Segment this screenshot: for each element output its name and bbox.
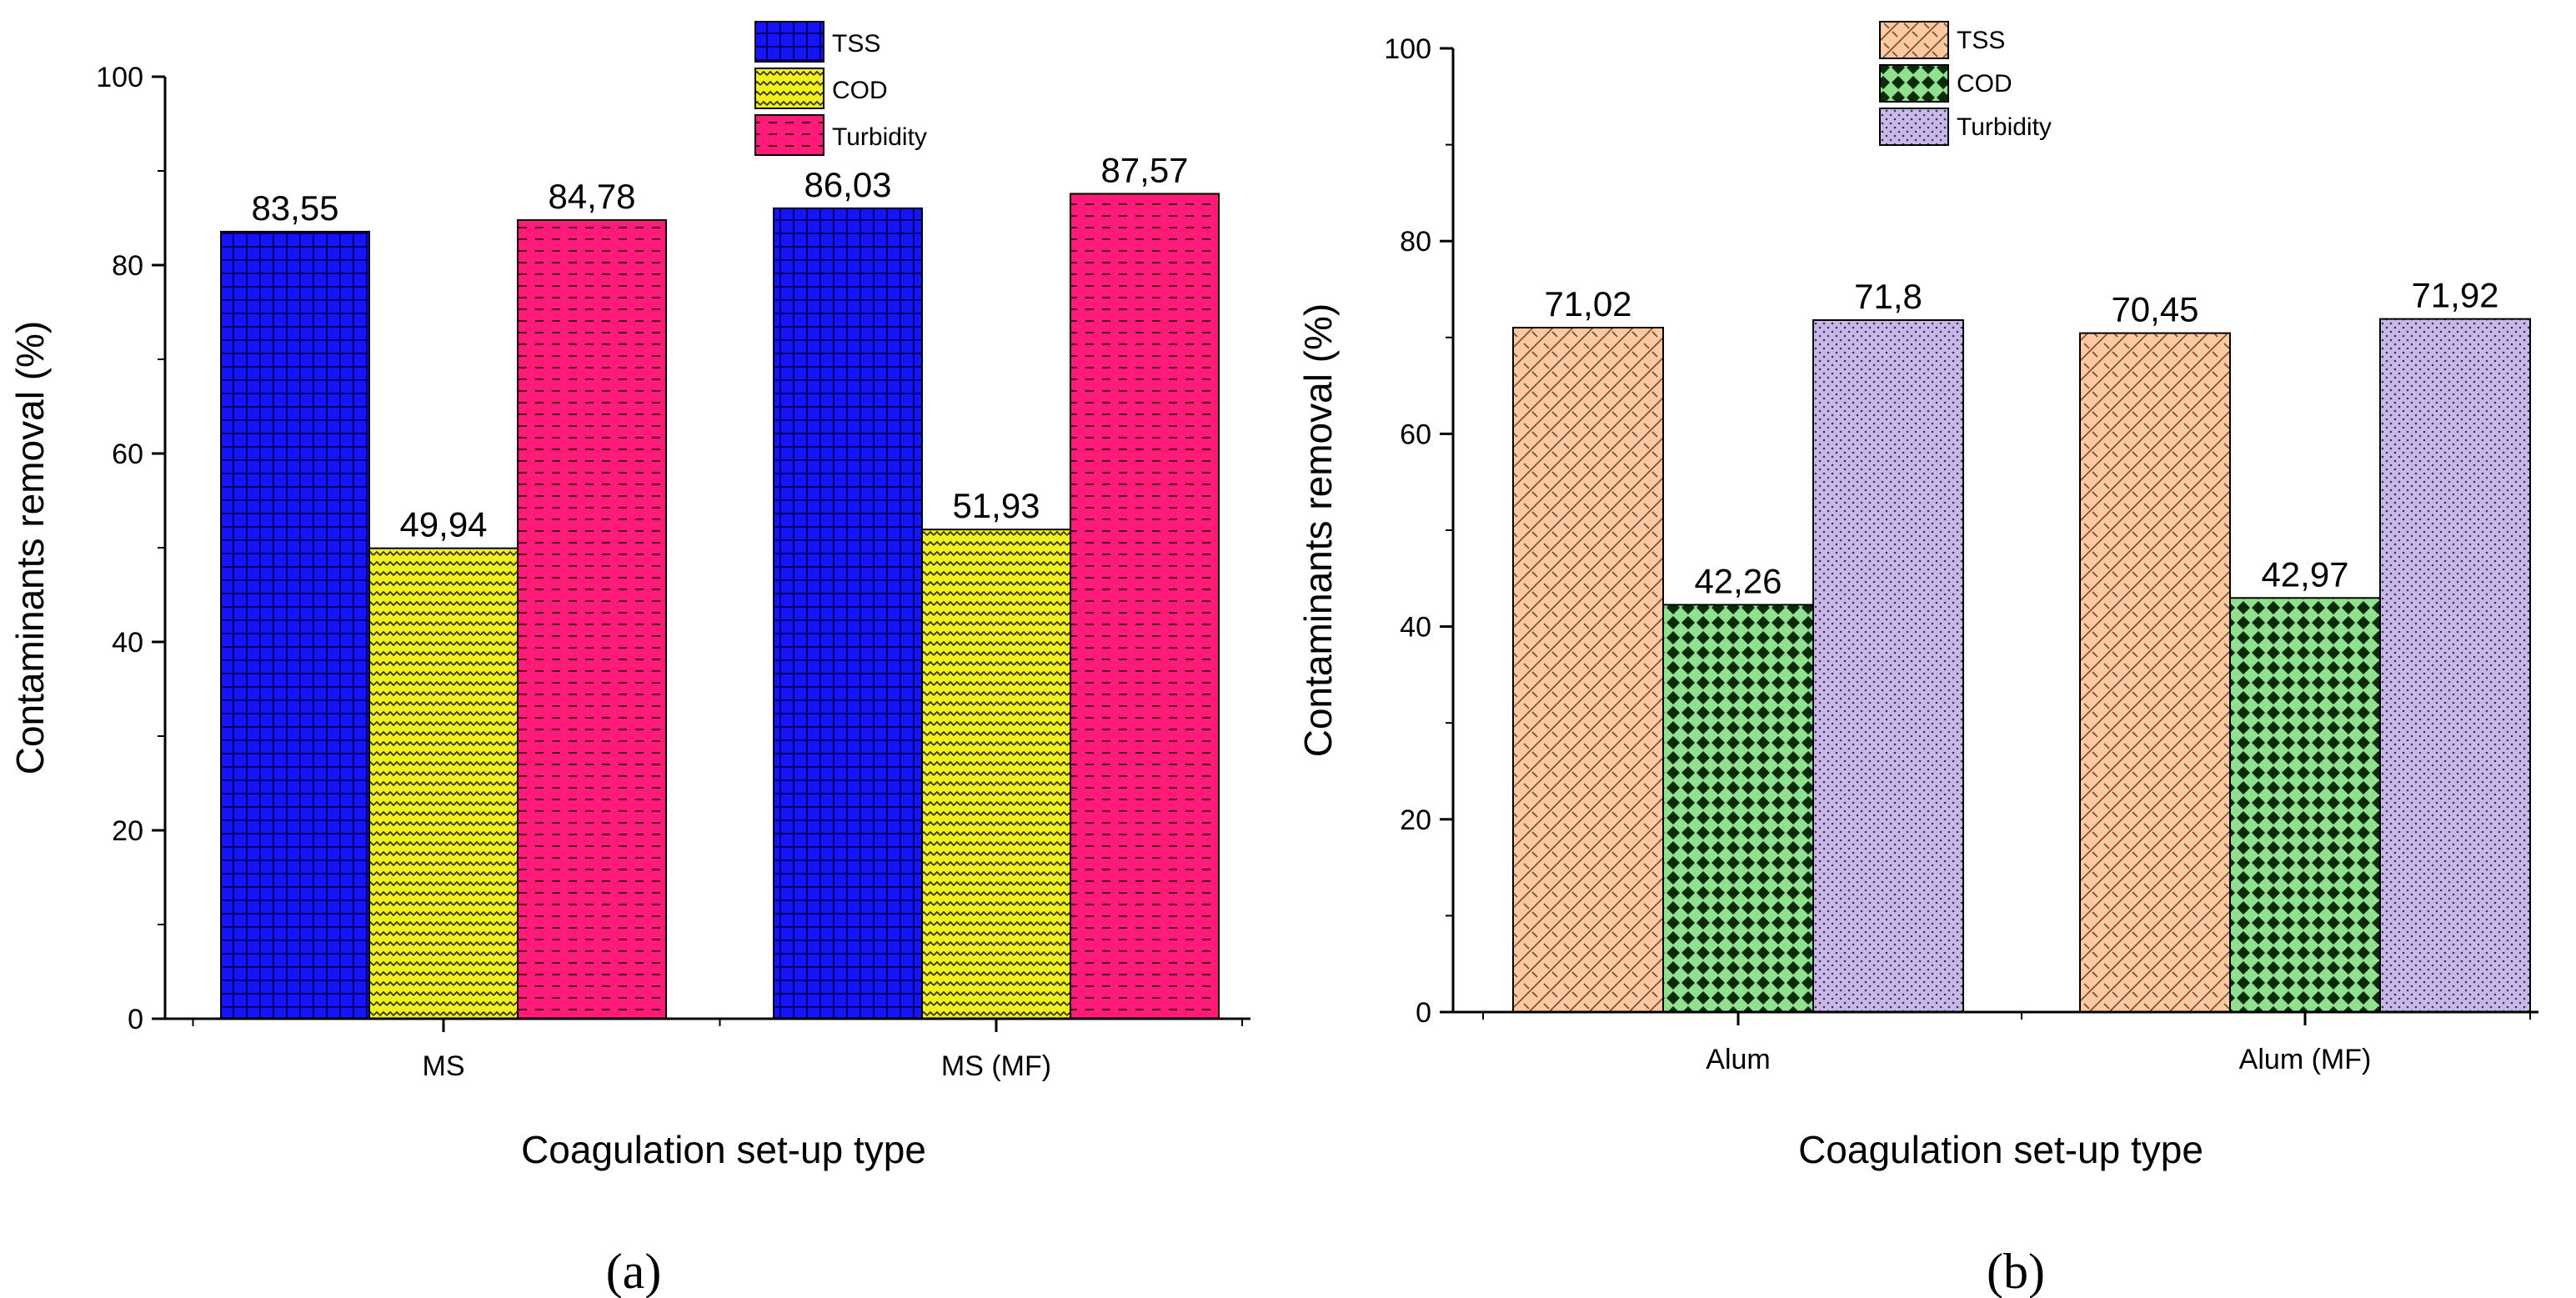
y-tick-label: 80 [112, 250, 143, 282]
bar-turbidity-1 [2379, 318, 2531, 1013]
bar-tss-1 [773, 207, 923, 1020]
y-tick-label: 60 [112, 439, 143, 470]
chart-panel-a: 83,55 49,94 84,78 86,03 51,93 87,57 0 20 40 60 80 1… [8, 21, 1250, 1298]
data-label: 42,26 [1694, 561, 1782, 600]
data-label: 86,03 [804, 165, 891, 204]
legend-swatch-tss [1879, 21, 1949, 59]
data-label: 71,92 [2411, 276, 2498, 315]
bar-cod-0 [368, 547, 519, 1020]
panel-label: (b) [1987, 1244, 2045, 1298]
legend-swatch-cod [754, 68, 824, 109]
legend-swatch-turbidity [754, 114, 824, 156]
y-tick-label: 80 [1400, 226, 1431, 258]
legend-label: COD [832, 77, 888, 104]
x-tick-label: Alum [1706, 1044, 1770, 1075]
legend-label: Turbidity [1957, 113, 2052, 141]
legend-label: TSS [1957, 27, 2005, 54]
x-axis-label: Coagulation set-up type [1798, 1128, 2203, 1171]
x-axis-label: Coagulation set-up type [521, 1128, 926, 1171]
legend-swatch-tss [754, 21, 824, 63]
y-tick-label: 20 [1400, 804, 1431, 836]
y-axis-label: Contaminants removal (%) [8, 321, 52, 775]
legend-label: COD [1957, 70, 2012, 98]
panel-label: (a) [606, 1244, 662, 1298]
y-axis-label: Contaminants removal (%) [1296, 303, 1340, 758]
data-label: 51,93 [952, 486, 1040, 525]
y-tick-label: 20 [112, 815, 143, 847]
chart-panel-b: 71,02 42,26 71,8 70,45 42,97 71,92 0 20 40 60 80 10… [1296, 21, 2538, 1298]
x-tick-label: MS (MF) [941, 1050, 1051, 1082]
y-tick-label: 100 [96, 62, 143, 93]
data-label: 71,8 [1854, 277, 1922, 316]
y-tick-label: 100 [1384, 33, 1431, 65]
bar-turbidity-0 [1812, 318, 1964, 1013]
legend-swatch-cod [1879, 64, 1949, 103]
x-tick-label: MS [423, 1050, 465, 1082]
bar-cod-0 [1662, 604, 1814, 1014]
y-tick-label: 40 [1400, 612, 1431, 644]
x-tick-label: Alum (MF) [2239, 1044, 2372, 1075]
bar-cod-1 [2229, 597, 2381, 1013]
y-tick-label: 0 [128, 1004, 143, 1035]
data-label: 70,45 [2111, 290, 2198, 329]
legend-swatch-turbidity [1879, 108, 1949, 146]
data-label: 42,97 [2261, 554, 2348, 594]
legend-label: TSS [832, 30, 880, 58]
data-label: 83,55 [251, 188, 338, 228]
bar-tss-0 [1512, 327, 1664, 1013]
legend-label: Turbidity [832, 123, 927, 151]
data-label: 84,78 [548, 177, 635, 216]
legend: TSS COD Turbidity [754, 21, 927, 156]
y-tick-label: 60 [1400, 418, 1431, 450]
y-tick-label: 0 [1416, 997, 1431, 1029]
bar-tss-1 [2079, 332, 2231, 1013]
bar-tss-0 [220, 230, 370, 1020]
y-tick-label: 40 [112, 627, 143, 659]
data-label: 71,02 [1544, 284, 1631, 323]
legend: TSS COD Turbidity [1879, 21, 2052, 146]
bar-cod-1 [921, 529, 1071, 1020]
data-label: 87,57 [1100, 150, 1188, 189]
data-label: 49,94 [399, 505, 487, 544]
bar-turbidity-1 [1070, 193, 1220, 1020]
bar-turbidity-0 [517, 218, 667, 1020]
